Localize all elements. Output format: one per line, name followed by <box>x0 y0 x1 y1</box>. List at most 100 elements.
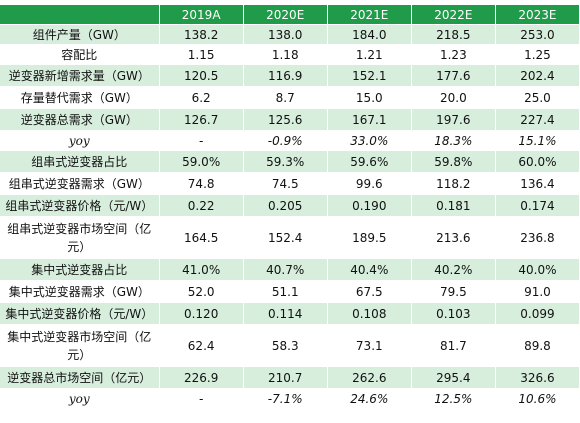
table-cell: 326.6 <box>495 366 580 389</box>
table-cell: 236.8 <box>495 216 580 259</box>
table-cell: 177.6 <box>411 64 496 87</box>
table-cell: - <box>159 388 244 409</box>
table-cell: 41.0% <box>159 258 244 281</box>
table-cell: 59.6% <box>327 150 412 173</box>
table-cell: 15.0 <box>327 86 412 109</box>
table-cell: 197.6 <box>411 108 496 131</box>
table-cell: 40.2% <box>411 258 496 281</box>
table-cell: 0.108 <box>327 302 412 325</box>
row-label: yoy <box>0 388 160 409</box>
row-label: 容配比 <box>0 44 160 65</box>
table-cell: 218.5 <box>411 24 496 45</box>
table-cell: 81.7 <box>411 324 496 367</box>
table-cell: 58.3 <box>243 324 328 367</box>
table-cell: 125.6 <box>243 108 328 131</box>
table-cell: 138.0 <box>243 24 328 45</box>
table-cell: 91.0 <box>495 280 580 303</box>
table-cell: 1.23 <box>411 44 496 65</box>
row-label: 逆变器新增需求量（GW） <box>0 64 160 87</box>
table-cell: 138.2 <box>159 24 244 45</box>
table-cell: 167.1 <box>327 108 412 131</box>
table-cell: 0.103 <box>411 302 496 325</box>
table-cell: 0.114 <box>243 302 328 325</box>
row-label: 组串式逆变器占比 <box>0 150 160 173</box>
table-row: yoy - -0.9% 33.0% 18.3% 15.1% <box>0 130 580 151</box>
inverter-demand-table: 2019A 2020E 2021E 2022E 2023E 组件产量（GW） 1… <box>0 5 580 409</box>
table-cell: 62.4 <box>159 324 244 367</box>
table-cell: 202.4 <box>495 64 580 87</box>
table-row: 集中式逆变器市场空间（亿元） 62.4 58.3 73.1 81.7 89.8 <box>0 324 580 367</box>
table-cell: 89.8 <box>495 324 580 367</box>
table-row: 容配比 1.15 1.18 1.21 1.23 1.25 <box>0 44 580 65</box>
table-cell: -7.1% <box>243 388 328 409</box>
table-cell: 0.205 <box>243 194 328 217</box>
table-row: 集中式逆变器价格（元/W） 0.120 0.114 0.108 0.103 0.… <box>0 302 580 325</box>
header-cell: 2020E <box>243 5 328 25</box>
table-cell: 152.1 <box>327 64 412 87</box>
table-cell: 51.1 <box>243 280 328 303</box>
table-cell: 40.7% <box>243 258 328 281</box>
table-cell: 0.174 <box>495 194 580 217</box>
table-cell: 74.5 <box>243 172 328 195</box>
table-cell: 59.3% <box>243 150 328 173</box>
table-cell: 120.5 <box>159 64 244 87</box>
row-label: 逆变器总需求（GW） <box>0 108 160 131</box>
table-cell: 10.6% <box>495 388 580 409</box>
table-cell: 152.4 <box>243 216 328 259</box>
table-cell: 213.6 <box>411 216 496 259</box>
table-row: 逆变器总需求（GW） 126.7 125.6 167.1 197.6 227.4 <box>0 108 580 131</box>
table-cell: 227.4 <box>495 108 580 131</box>
table-cell: -0.9% <box>243 130 328 151</box>
table-cell: 79.5 <box>411 280 496 303</box>
header-cell <box>0 5 160 25</box>
table-cell: 189.5 <box>327 216 412 259</box>
table-row: 组件产量（GW） 138.2 138.0 184.0 218.5 253.0 <box>0 24 580 45</box>
table-cell: 184.0 <box>327 24 412 45</box>
table-cell: 0.190 <box>327 194 412 217</box>
header-cell: 2023E <box>495 5 580 25</box>
row-label: 组串式逆变器需求（GW） <box>0 172 160 195</box>
table-cell: 74.8 <box>159 172 244 195</box>
table-cell: 40.0% <box>495 258 580 281</box>
row-label: 组串式逆变器价格（元/W） <box>0 194 160 217</box>
row-label: 存量替代需求（GW） <box>0 86 160 109</box>
table-cell: 116.9 <box>243 64 328 87</box>
table-cell: 40.4% <box>327 258 412 281</box>
table-cell: 0.099 <box>495 302 580 325</box>
table-cell: 33.0% <box>327 130 412 151</box>
table-cell: 12.5% <box>411 388 496 409</box>
table-row: 集中式逆变器占比 41.0% 40.7% 40.4% 40.2% 40.0% <box>0 258 580 281</box>
row-label: 集中式逆变器需求（GW） <box>0 280 160 303</box>
row-label: yoy <box>0 130 160 151</box>
table-cell: 15.1% <box>495 130 580 151</box>
table-cell: 1.25 <box>495 44 580 65</box>
header-cell: 2021E <box>327 5 412 25</box>
table-cell: 262.6 <box>327 366 412 389</box>
table-cell: 59.0% <box>159 150 244 173</box>
table-cell: 59.8% <box>411 150 496 173</box>
table-row: 存量替代需求（GW） 6.2 8.7 15.0 20.0 25.0 <box>0 86 580 109</box>
table-cell: 253.0 <box>495 24 580 45</box>
table-row: 组串式逆变器价格（元/W） 0.22 0.205 0.190 0.181 0.1… <box>0 194 580 217</box>
row-label: 逆变器总市场空间（亿元） <box>0 366 160 389</box>
row-label: 组件产量（GW） <box>0 24 160 45</box>
header-row: 2019A 2020E 2021E 2022E 2023E <box>0 5 580 25</box>
table-row: 组串式逆变器市场空间（亿元） 164.5 152.4 189.5 213.6 2… <box>0 216 580 259</box>
row-label: 集中式逆变器占比 <box>0 258 160 281</box>
table-cell: 136.4 <box>495 172 580 195</box>
table-cell: 226.9 <box>159 366 244 389</box>
top-strip <box>0 0 580 5</box>
table-cell: 1.18 <box>243 44 328 65</box>
table-row: 组串式逆变器占比 59.0% 59.3% 59.6% 59.8% 60.0% <box>0 150 580 173</box>
table-cell: 52.0 <box>159 280 244 303</box>
table-cell: 1.15 <box>159 44 244 65</box>
table-cell: 6.2 <box>159 86 244 109</box>
table-cell: 60.0% <box>495 150 580 173</box>
table-row: 逆变器总市场空间（亿元） 226.9 210.7 262.6 295.4 326… <box>0 366 580 389</box>
header-cell: 2022E <box>411 5 496 25</box>
table-cell: 0.22 <box>159 194 244 217</box>
table-cell: 0.120 <box>159 302 244 325</box>
row-label: 组串式逆变器市场空间（亿元） <box>0 216 160 259</box>
table-row: 组串式逆变器需求（GW） 74.8 74.5 99.6 118.2 136.4 <box>0 172 580 195</box>
row-label: 集中式逆变器价格（元/W） <box>0 302 160 325</box>
